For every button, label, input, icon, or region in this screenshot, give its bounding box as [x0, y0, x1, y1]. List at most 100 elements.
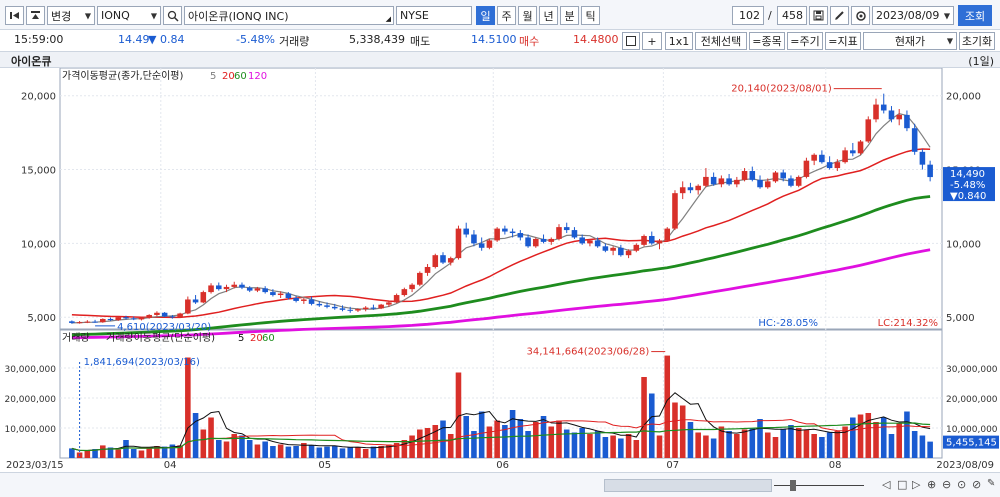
zoom-in-icon[interactable]: ⊕: [927, 478, 937, 491]
candle-body: [494, 228, 500, 241]
date-input[interactable]: 2023/08/09 ▼: [872, 6, 954, 25]
toggle-icon[interactable]: [26, 6, 45, 25]
volume-bar: [726, 431, 732, 458]
volume-legend-main: 거래량: [62, 332, 90, 344]
volume-bar: [679, 405, 686, 458]
zoom-slider[interactable]: [774, 479, 864, 492]
candle-body: [517, 233, 524, 238]
stock-item-button[interactable]: =종목: [749, 32, 785, 50]
candle-body: [587, 240, 593, 244]
volume-bar: [339, 448, 346, 458]
quote-price: 14.49: [118, 33, 150, 46]
candle-body: [865, 119, 872, 142]
scroll-right-icon[interactable]: ▷: [912, 478, 921, 491]
volume-bar: [734, 434, 740, 458]
candle-body: [927, 164, 933, 178]
volume-bar: [185, 357, 191, 458]
reset-button[interactable]: 초기화: [959, 32, 995, 50]
zoom-fit-icon[interactable]: ⊘: [972, 478, 982, 491]
candle-body: [525, 237, 531, 247]
period-day-button[interactable]: 일: [476, 6, 495, 25]
period-tick-button[interactable]: 틱: [581, 6, 600, 25]
volume-bar: [525, 431, 531, 458]
select-all-button[interactable]: 전체선택: [695, 32, 747, 50]
change-label: 변경: [51, 9, 72, 23]
volume-bar: [455, 372, 462, 458]
plus-button[interactable]: +: [642, 32, 662, 50]
lookup-button[interactable]: 조회: [958, 5, 992, 26]
period-minute-button[interactable]: 분: [560, 6, 579, 25]
volume-tick-left: 20,000,000: [4, 395, 56, 405]
volume-legend-ma-20: 20: [250, 333, 263, 344]
dropdown-icon: ▼: [946, 36, 953, 46]
volume-bar: [123, 440, 129, 458]
change-dropdown[interactable]: 변경 ▼: [47, 6, 95, 25]
price-tick-left: 15,000: [21, 166, 56, 177]
indicator-button[interactable]: =지표: [825, 32, 861, 50]
period-week-button[interactable]: 주: [497, 6, 516, 25]
candle-body: [718, 178, 725, 185]
candle-body: [788, 178, 794, 186]
search-icon[interactable]: [163, 6, 182, 25]
settings-icon[interactable]: [851, 6, 870, 25]
candle-body: [734, 179, 740, 185]
candle-body: [873, 104, 879, 120]
volume-bar: [177, 445, 183, 458]
zoom-reset-icon[interactable]: ⊙: [957, 478, 967, 491]
price-type-dropdown[interactable]: 현재가 ▼: [863, 32, 957, 50]
quote-time: 15:59:00: [14, 33, 64, 46]
scroll-track[interactable]: [604, 479, 772, 492]
candle-body: [772, 172, 779, 182]
volume-panel-frame: [59, 329, 943, 459]
volume-bar: [826, 432, 833, 458]
candle-body: [602, 246, 609, 251]
page-total: 458: [782, 9, 803, 22]
period-month-button[interactable]: 월: [518, 6, 537, 25]
company-name-field[interactable]: 아이온큐(IONQ INC) ◢: [184, 6, 394, 25]
chart-area[interactable]: 20,00020,00015,00015,00010,00010,0005,00…: [0, 68, 1000, 472]
volume-bar: [904, 411, 910, 458]
volume-bar: [231, 434, 238, 458]
volume-bar: [486, 426, 493, 458]
wrench-icon[interactable]: ✎: [987, 478, 996, 489]
candle-body: [726, 178, 732, 185]
stop-icon[interactable]: □: [897, 478, 908, 491]
period-year-button[interactable]: 년: [539, 6, 558, 25]
ticker-input[interactable]: IONQ ▼: [97, 6, 161, 25]
candle-body: [594, 240, 601, 247]
volume-bar: [811, 434, 817, 458]
candle-body: [509, 231, 516, 234]
pen-icon[interactable]: [830, 6, 849, 25]
candle-body: [819, 154, 825, 163]
first-page-icon[interactable]: [5, 6, 24, 25]
cycle-button[interactable]: =주기: [787, 32, 823, 50]
volume-bar: [509, 410, 516, 458]
volume-bar: [440, 420, 446, 458]
volume-bar: [749, 428, 756, 458]
scroll-left-icon[interactable]: ◁: [882, 478, 891, 491]
candle-body: [301, 299, 307, 301]
zoom-slider-handle[interactable]: [790, 480, 796, 491]
candle-body: [154, 312, 160, 315]
ratio-button[interactable]: 1x1: [665, 32, 693, 50]
stock-title: 아이온큐: [11, 55, 52, 68]
checkbox-icon[interactable]: [622, 32, 640, 50]
current-price: 14,490: [950, 169, 985, 180]
price-tick-left: 20,000: [21, 92, 56, 103]
volume-bar: [161, 446, 168, 458]
low-annotation: 4,610(2023/03/20): [117, 322, 211, 333]
volume-bar: [618, 438, 624, 458]
candle-body: [447, 258, 454, 263]
volume-bar: [695, 432, 701, 458]
candle-body: [409, 284, 415, 290]
volume-bar: [478, 411, 485, 458]
candle-body: [440, 255, 446, 263]
price-tick-right: 5,000: [946, 313, 975, 324]
candle-body: [703, 176, 709, 186]
current-volume: 5,455,145: [946, 438, 997, 449]
page-current-input[interactable]: 102: [732, 6, 764, 25]
save-icon[interactable]: [809, 6, 828, 25]
company-name: 아이온큐(IONQ INC): [188, 9, 289, 23]
volume-bar: [880, 417, 887, 458]
zoom-out-icon[interactable]: ⊖: [942, 478, 952, 491]
